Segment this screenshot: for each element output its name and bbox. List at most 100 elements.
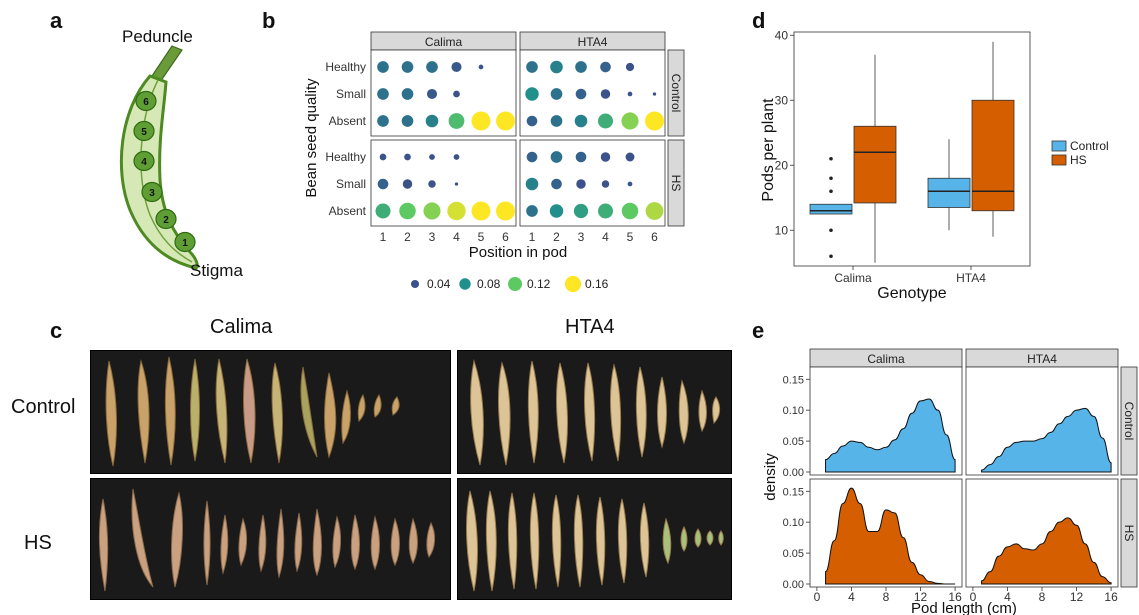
b-xtick-calima-6: 6 — [502, 230, 509, 244]
ytick-absent-control: Absent — [329, 114, 367, 128]
legend-control-label: Control — [1070, 139, 1109, 153]
bubble-hta4-hs-absent-3 — [573, 203, 589, 219]
seed-5 — [133, 120, 155, 142]
ytick-absent-hs: Absent — [329, 204, 367, 218]
d-outlier-control-calima-1 — [829, 228, 833, 233]
bubble-hta4-hs-small-4 — [601, 180, 610, 188]
panel-label-e: e — [752, 318, 765, 343]
bubble-hta4-control-absent-4 — [597, 113, 614, 129]
seed-2 — [155, 208, 177, 230]
pod-photo-calima-hs — [90, 478, 451, 600]
d-outlier-control-calima-3 — [829, 176, 833, 181]
b-legend-dot-3 — [564, 275, 582, 293]
facet-calima-hs — [370, 139, 517, 227]
strip-control-label: Control — [669, 74, 683, 113]
d-box-hs-calima — [853, 125, 897, 204]
b-xtick-hta4-2: 2 — [553, 230, 560, 244]
bubble-hta4-hs-small-3 — [576, 179, 586, 189]
bubble-hta4-control-small-6 — [652, 92, 657, 96]
stigma-label: Stigma — [190, 261, 243, 280]
bubble-hta4-control-absent-3 — [574, 114, 588, 128]
e-ytick-label-control-0.15: 0.15 — [783, 374, 804, 386]
bubble-calima-hs-healthy-2 — [404, 153, 411, 161]
bubble-hta4-hs-healthy-4 — [600, 152, 611, 162]
facet-hta4-control — [519, 49, 666, 137]
d-outlier-control-calima-0 — [829, 254, 833, 259]
strip-hs-label: HS — [669, 175, 683, 192]
bubble-calima-hs-absent-5 — [471, 201, 491, 221]
e-xtick-label-hta4-16: 16 — [1104, 590, 1118, 604]
e-xtick-label-calima-12: 12 — [914, 590, 928, 604]
e-xtick-label-calima-16: 16 — [948, 590, 962, 604]
bubble-calima-hs-healthy-1 — [379, 153, 387, 161]
e-strip-control-label: Control — [1122, 402, 1136, 441]
b-xtick-calima-2: 2 — [404, 230, 411, 244]
e-xtick-label-hta4-8: 8 — [1039, 590, 1046, 604]
bubble-hta4-control-small-2 — [550, 88, 563, 100]
bubble-calima-control-healthy-5 — [478, 64, 484, 70]
b-bubbles — [375, 60, 664, 221]
pod-suture — [140, 79, 193, 263]
bubble-calima-hs-absent-6 — [496, 201, 515, 221]
pod-photo-calima-control — [90, 350, 451, 474]
bubble-calima-control-absent-2 — [401, 115, 414, 127]
panel-label-d: d — [752, 8, 766, 33]
d-xticks: Calima HTA4 — [834, 266, 986, 285]
bubble-hta4-hs-healthy-1 — [526, 151, 538, 163]
b-legend-label-0: 0.04 — [427, 277, 451, 291]
e-density-hta4-control — [981, 407, 1112, 473]
bubble-calima-hs-healthy-4 — [453, 154, 460, 160]
e-ticks: 0.00 0.05 0.10 0.15 0.00 0.05 0.10 0.15 0 4 8 12 16 0… — [783, 374, 1119, 604]
bubble-hta4-hs-absent-4 — [597, 203, 614, 219]
bubble-calima-control-small-4 — [453, 90, 460, 98]
b-xtick-calima-1: 1 — [380, 230, 387, 244]
strip-hs — [667, 139, 685, 227]
bubble-calima-control-small-3 — [426, 88, 438, 100]
seed-4 — [133, 150, 155, 172]
seed-3-label: 3 — [149, 188, 155, 199]
d-xtick-label-1: HTA4 — [956, 271, 986, 285]
d-ylabel: Pods per plant — [760, 98, 777, 202]
peduncle-label: Peduncle — [122, 27, 193, 46]
bubble-hta4-control-absent-1 — [526, 115, 538, 127]
bubble-hta4-hs-healthy-2 — [550, 151, 563, 163]
ytick-healthy-hs: Healthy — [325, 150, 366, 164]
bubble-calima-hs-small-2 — [402, 179, 413, 189]
e-ytick-label-control-0.10: 0.10 — [783, 405, 804, 417]
d-xlabel: Genotype — [877, 285, 946, 302]
bubble-calima-control-absent-6 — [496, 111, 515, 131]
e-strip-calima-label: Calima — [867, 352, 905, 366]
bubble-calima-control-absent-5 — [471, 111, 491, 131]
d-ytick-label-10: 10 — [775, 223, 789, 237]
bubble-calima-hs-small-3 — [428, 180, 436, 188]
d-ytick-label-30: 30 — [775, 93, 789, 107]
seed-quality-bubble-chart: Calima HTA4 Control HS Healthy Small Abs… — [303, 31, 685, 293]
seed-6 — [135, 90, 157, 112]
d-xtick-label-0: Calima — [834, 271, 872, 285]
e-ytick-label-hs-0.15: 0.15 — [783, 486, 804, 498]
bubble-calima-control-healthy-4 — [451, 61, 462, 73]
bubble-hta4-control-absent-6 — [645, 111, 664, 131]
b-xticks: 1 2 3 4 5 6 1 2 3 4 5 6 — [380, 230, 659, 244]
b-xtick-hta4-1: 1 — [529, 230, 536, 244]
d-box-control-calima — [809, 203, 853, 215]
b-size-legend: 0.04 0.08 0.12 0.16 — [410, 275, 609, 293]
e-xtick-label-calima-8: 8 — [883, 590, 890, 604]
b-xtick-hta4-3: 3 — [578, 230, 585, 244]
d-ytick-label-40: 40 — [775, 28, 789, 42]
bubble-hta4-control-healthy-2 — [550, 60, 563, 74]
ytick-small-control: Small — [336, 87, 366, 101]
pod-photo-hta4-hs — [457, 478, 732, 600]
bubble-hta4-hs-absent-6 — [645, 202, 664, 220]
e-strip-hta4-label: HTA4 — [1027, 352, 1057, 366]
d-ytick-label-20: 20 — [775, 158, 789, 172]
e-ytick-label-control-0.00: 0.00 — [783, 467, 804, 479]
pods-per-plant-boxplot: Pods per plant Genotype 10 20 30 40 Calima H… — [760, 28, 1109, 302]
d-boxes — [809, 41, 1015, 263]
photo-row-header-control: Control — [11, 396, 76, 418]
panel-label-c: c — [50, 318, 63, 343]
facet-calima-control — [370, 49, 517, 137]
bubble-hta4-hs-small-5 — [627, 181, 633, 187]
strip-calima-label: Calima — [425, 35, 463, 49]
e-strip-control — [1120, 366, 1138, 476]
